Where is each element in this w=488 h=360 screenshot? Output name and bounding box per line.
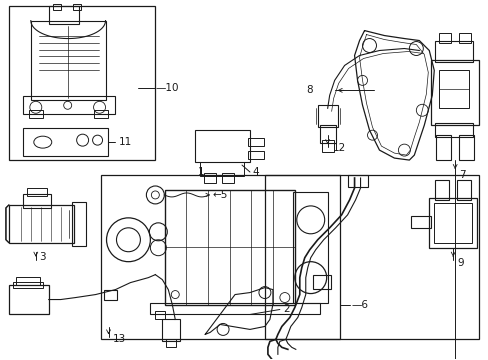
Bar — [23, 194, 51, 208]
Text: 11: 11 — [118, 137, 131, 147]
Bar — [53, 4, 61, 10]
Bar — [103, 289, 117, 300]
Bar — [435, 135, 450, 160]
Bar — [203, 173, 216, 183]
Bar — [165, 190, 294, 305]
Bar — [23, 96, 114, 114]
Bar — [456, 180, 470, 200]
Bar — [247, 138, 264, 146]
Bar — [434, 41, 472, 62]
Bar — [317, 105, 337, 127]
Bar — [430, 60, 478, 125]
Bar — [49, 6, 79, 24]
Text: —10: —10 — [155, 84, 179, 93]
Bar — [222, 173, 234, 183]
Bar — [101, 175, 339, 339]
Text: —6: —6 — [351, 300, 368, 310]
Text: 9: 9 — [456, 258, 463, 268]
Bar — [434, 123, 472, 137]
Bar — [438, 32, 450, 42]
Bar — [458, 32, 470, 42]
Text: 7: 7 — [458, 170, 465, 180]
Bar — [9, 285, 49, 315]
Bar — [72, 202, 85, 246]
Bar — [433, 203, 471, 243]
Bar — [93, 110, 107, 118]
Bar — [264, 175, 478, 339]
Bar — [9, 205, 74, 243]
Bar — [321, 140, 333, 152]
Text: 4: 4 — [251, 167, 258, 177]
Bar — [195, 130, 249, 162]
Bar — [29, 110, 42, 118]
Bar — [434, 180, 448, 200]
Bar — [438, 71, 468, 108]
Bar — [27, 188, 47, 196]
Bar — [292, 192, 327, 302]
Bar — [458, 135, 473, 160]
Bar — [319, 125, 335, 143]
Text: 12: 12 — [332, 143, 345, 153]
Bar — [166, 339, 176, 347]
Bar — [23, 128, 107, 156]
Bar — [31, 21, 105, 100]
Text: 3: 3 — [39, 252, 45, 262]
Bar — [312, 275, 330, 289]
Bar — [150, 302, 319, 315]
Text: 1: 1 — [198, 167, 204, 177]
Bar — [200, 162, 244, 176]
Text: 8: 8 — [305, 85, 312, 95]
Bar — [410, 216, 430, 228]
Bar — [9, 6, 155, 160]
Bar — [247, 151, 264, 159]
Bar — [13, 282, 42, 288]
Bar — [428, 198, 476, 248]
Bar — [162, 319, 180, 341]
Text: ←5: ←5 — [212, 190, 227, 200]
Bar — [155, 311, 165, 319]
Bar — [16, 276, 40, 285]
Bar — [73, 4, 81, 10]
Bar — [347, 175, 367, 187]
Text: 2: 2 — [282, 305, 289, 315]
Text: 13: 13 — [112, 334, 125, 345]
